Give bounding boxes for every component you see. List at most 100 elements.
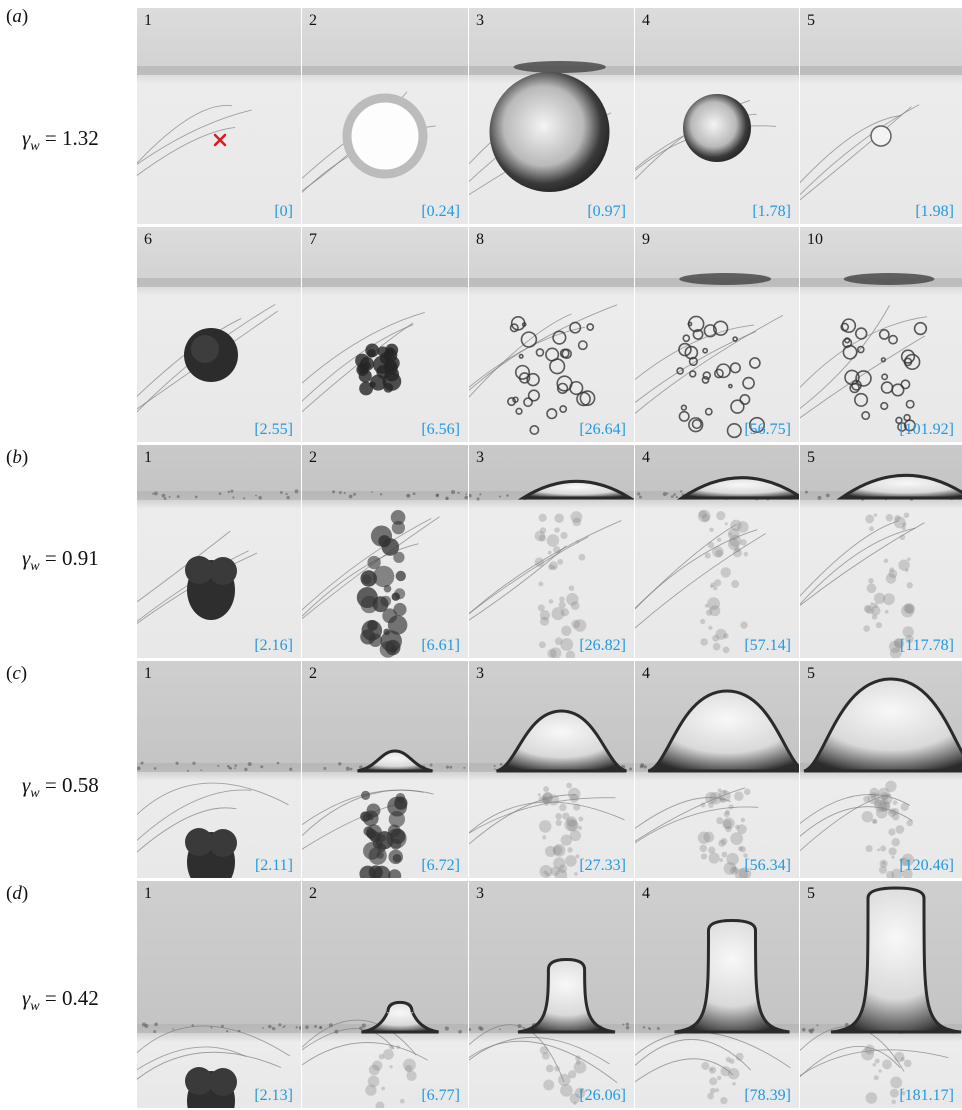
bubble-mist	[572, 517, 582, 527]
frame-time: [26.82]	[579, 637, 626, 654]
bubble-mist	[550, 647, 562, 658]
frame-number: 1	[144, 12, 152, 29]
free-surface	[137, 763, 301, 772]
surface-debris	[349, 767, 353, 771]
image-frame: 7 [6.56]	[302, 227, 468, 442]
bubble-mist	[884, 609, 889, 614]
surface-debris	[141, 1022, 146, 1027]
microbubble	[900, 349, 916, 364]
panel-letter: c	[12, 663, 21, 684]
bubble-mist	[879, 865, 887, 874]
bubble-mist	[541, 796, 549, 804]
frame-image	[302, 445, 468, 658]
bubble-mist	[903, 1059, 912, 1068]
frame-time: [2.13]	[254, 1087, 293, 1104]
surface-debris	[192, 761, 196, 765]
bubble-mist	[569, 1093, 580, 1104]
microbubble	[704, 407, 713, 416]
bubble-mist	[872, 819, 878, 824]
bubble-mist	[863, 625, 870, 632]
bubble-mist	[901, 604, 914, 618]
surface-debris	[675, 495, 678, 499]
bubble-mist	[728, 532, 732, 536]
bubble-mist	[542, 1051, 550, 1060]
microbubble	[509, 323, 519, 333]
bubble-mist	[891, 807, 900, 816]
bubble-mist	[899, 534, 906, 540]
surface-debris	[276, 761, 280, 765]
surface-dome	[495, 709, 628, 773]
surface-debris	[234, 764, 237, 767]
frame-image	[302, 881, 468, 1108]
image-frame: 5 [120.46]	[800, 661, 962, 878]
frame-image	[137, 8, 301, 224]
bubble-mist	[554, 869, 568, 878]
microbubble	[841, 318, 857, 334]
bubble-mist	[704, 604, 709, 608]
microbubble	[888, 334, 898, 345]
microbubble	[712, 320, 729, 336]
surface-debris	[345, 766, 350, 771]
bubble-mist	[901, 1090, 906, 1096]
gamma-value: 1.32	[61, 126, 99, 150]
bubble-mist	[539, 820, 552, 833]
microbubble	[527, 389, 540, 402]
bubble-mist	[895, 825, 905, 834]
bubble-mist	[574, 1087, 586, 1099]
surface-debris	[278, 1023, 282, 1027]
bubble-mist	[894, 1051, 905, 1063]
surface-debris	[152, 492, 154, 495]
bubble-mist	[892, 800, 898, 806]
bubble-mist	[368, 1064, 380, 1076]
surface-debris	[200, 769, 203, 772]
microbubble	[880, 401, 889, 411]
bubble-mist	[716, 537, 722, 543]
bubble-mist	[569, 793, 579, 803]
fibre-line	[469, 545, 567, 621]
surface-debris	[817, 495, 822, 500]
fibre-line	[302, 324, 414, 402]
microbubble	[849, 382, 860, 394]
bubble-mist	[889, 1088, 899, 1098]
surface-debris	[825, 493, 830, 498]
frame-image	[302, 227, 468, 442]
bubble-mist	[558, 601, 566, 609]
bubble-mist	[553, 857, 566, 870]
surface-debris	[153, 491, 158, 496]
surface-debris	[230, 489, 234, 493]
bubble-mist	[554, 1065, 560, 1072]
bubble-mist	[697, 831, 711, 844]
surface-dome	[357, 749, 433, 773]
bubble-mist	[575, 854, 580, 859]
microbubble	[515, 407, 523, 415]
bubble-cloud	[367, 348, 376, 358]
bubble-mist	[562, 812, 570, 820]
bubble-mist	[697, 509, 711, 523]
surface-dome	[647, 689, 799, 773]
surface-debris	[294, 489, 299, 494]
bubble-column	[388, 849, 404, 865]
bubble-mist	[539, 616, 550, 626]
microbubble	[556, 382, 569, 394]
frame-number: 2	[309, 665, 317, 682]
bubble-mist	[903, 512, 910, 519]
frame-time: [6.77]	[421, 1087, 460, 1104]
bubble-mist	[555, 819, 562, 827]
bubble-mist	[560, 638, 574, 651]
bubble-column	[383, 584, 392, 593]
bubble-mist	[725, 825, 732, 833]
microbubble	[732, 336, 738, 342]
surface-jet	[674, 918, 790, 1034]
bubble-mist	[709, 1087, 716, 1094]
bubble-mist	[542, 792, 553, 804]
frame-time: [26.06]	[579, 1087, 626, 1104]
bubble-cloud	[358, 369, 372, 383]
fibre-line	[800, 104, 920, 196]
bubble-mist	[870, 602, 874, 606]
frame-background	[302, 881, 468, 1108]
bubble-mist	[870, 605, 881, 616]
bubble-mist	[872, 1062, 877, 1067]
microbubble	[520, 331, 538, 348]
bubble-mist	[566, 593, 579, 606]
microbubble	[702, 347, 709, 354]
